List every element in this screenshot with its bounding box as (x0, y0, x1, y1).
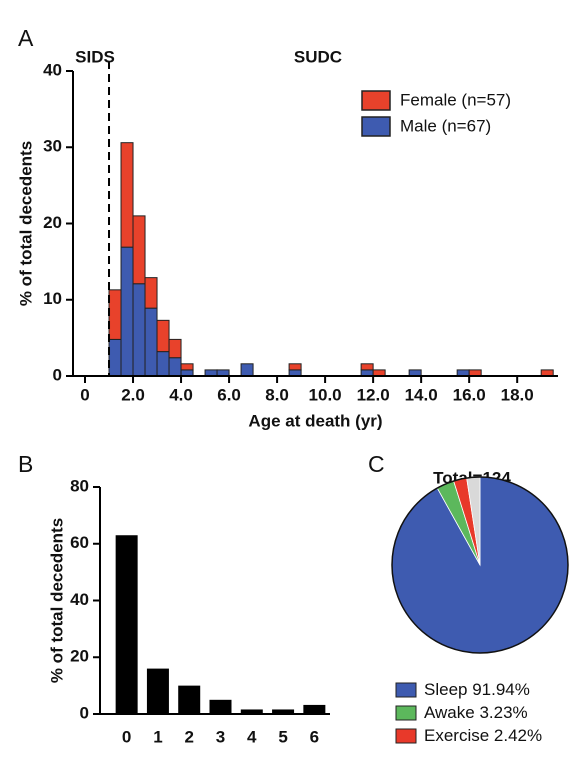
bar-segment (288, 363, 302, 371)
x-tick-label: 4.0 (169, 385, 193, 404)
legend-name: Awake (424, 703, 475, 722)
annotation: SUDC (294, 47, 342, 66)
panel-label: A (18, 25, 34, 51)
legend-swatch (395, 682, 417, 698)
bar-segment (144, 277, 158, 309)
bar (146, 668, 169, 714)
x-axis-label: Age at death (yr) (248, 411, 382, 430)
x-tick-label: 16.0 (453, 385, 486, 404)
legend-label: Female (n=57) (400, 90, 511, 109)
bar-segment (180, 363, 194, 371)
bar (240, 709, 263, 714)
y-axis-label: % of total decedents (47, 518, 66, 683)
bar (303, 704, 326, 714)
panel-label: C (368, 451, 385, 477)
x-tick-label: 12.0 (357, 385, 390, 404)
y-tick-label: 30 (43, 137, 62, 156)
x-tick-label: 8.0 (265, 385, 289, 404)
bar-segment (132, 283, 146, 377)
x-tick-label: 6.0 (217, 385, 241, 404)
bar-segment (360, 363, 374, 371)
y-tick-label: 60 (70, 533, 89, 552)
bar-segment (168, 338, 182, 359)
bar-segment (240, 363, 254, 377)
x-tick-label: 6 (310, 727, 319, 746)
bar (209, 699, 232, 714)
y-tick-label: 0 (53, 365, 62, 384)
y-tick-label: 20 (43, 213, 62, 232)
bar (178, 685, 201, 714)
legend-name: Sleep (424, 680, 467, 699)
bar-segment (108, 289, 122, 340)
y-tick-label: 0 (80, 703, 89, 722)
y-axis-label: % of total decedents (16, 141, 35, 306)
annotation: SIDS (75, 47, 115, 66)
pie-outline (391, 476, 569, 654)
legend-label: Exercise 2.42% (424, 726, 542, 745)
bar-segment (132, 215, 146, 285)
bar-segment (120, 142, 134, 248)
legend-swatch (361, 90, 391, 111)
x-tick-label: 1 (153, 727, 162, 746)
bar-segment (144, 307, 158, 377)
y-tick-label: 20 (70, 647, 89, 666)
x-tick-label: 2.0 (121, 385, 145, 404)
x-tick-label: 3 (216, 727, 225, 746)
legend-label: Sleep 91.94% (424, 680, 530, 699)
x-tick-label: 18.0 (501, 385, 534, 404)
y-tick-label: 40 (70, 590, 89, 609)
panel-label: B (18, 451, 33, 477)
legend-value: 2.42% (494, 726, 542, 745)
legend-value: 3.23% (479, 703, 527, 722)
x-tick-label: 5 (278, 727, 287, 746)
bar-segment (156, 351, 170, 377)
bar (272, 709, 295, 714)
bar-segment (168, 357, 182, 377)
bar-segment (108, 338, 122, 377)
x-tick-label: 4 (247, 727, 257, 746)
legend-swatch (395, 728, 417, 744)
x-tick-label: 0 (122, 727, 131, 746)
x-tick-label: 14.0 (405, 385, 438, 404)
y-tick-label: 80 (70, 476, 89, 495)
x-tick-label: 10.0 (309, 385, 342, 404)
x-tick-label: 0 (80, 385, 89, 404)
legend-swatch (395, 705, 417, 721)
x-tick-label: 2 (184, 727, 193, 746)
legend-swatch (361, 116, 391, 137)
legend-label: Male (n=67) (400, 116, 491, 135)
bar (115, 535, 138, 714)
legend-value: 91.94% (472, 680, 530, 699)
y-tick-label: 40 (43, 60, 62, 79)
legend-label: Awake 3.23% (424, 703, 528, 722)
bar-segment (120, 246, 134, 377)
bar-segment (156, 319, 170, 353)
y-tick-label: 10 (43, 289, 62, 308)
legend-name: Exercise (424, 726, 489, 745)
